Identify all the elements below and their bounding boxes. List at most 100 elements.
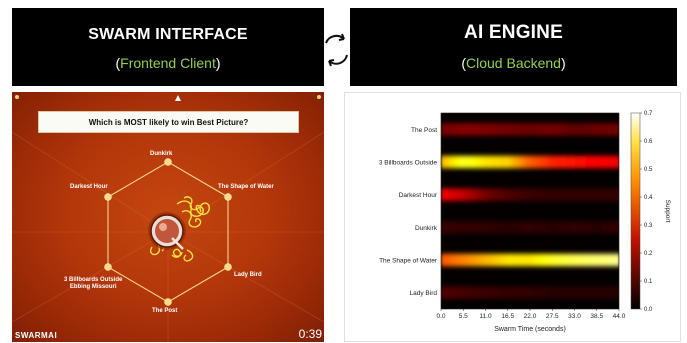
heatmap-cell [601, 188, 605, 201]
heatmap-cell [479, 188, 484, 201]
heatmap-cell [512, 221, 516, 234]
y-tick-label: 3 Billboards Outside [379, 160, 438, 167]
heatmap-cell [509, 221, 513, 234]
x-tick-label: 44.0 [613, 313, 626, 320]
heatmap-cell [604, 155, 608, 169]
node-lower-right [224, 263, 232, 271]
heatmap-cell [589, 253, 593, 267]
heatmap-cell [592, 123, 596, 136]
heatmap-cell [521, 155, 525, 169]
swarm-interface-screen: Which is MOST likely to win Best Picture… [12, 92, 324, 342]
heatmap-cell [503, 188, 507, 201]
colorbar-tick-label: 0.0 [644, 307, 653, 313]
ai-engine-header: AI ENGINE (Cloud Backend) [350, 8, 677, 86]
heatmap-cell [452, 123, 457, 136]
heatmap-cell [574, 155, 579, 169]
heatmap-cell [518, 123, 522, 136]
heatmap-cell [441, 188, 445, 201]
heatmap-cell [530, 286, 534, 299]
heatmap-cell [568, 221, 573, 234]
heatmap-cell [535, 286, 540, 299]
option-lower-right[interactable]: Lady Bird [234, 272, 262, 278]
heatmap-cell [604, 286, 608, 299]
heatmap-cell [577, 286, 582, 299]
heatmap-cell [556, 253, 561, 267]
heatmap-cell [583, 286, 587, 299]
heatmap-cell [446, 188, 451, 201]
option-bottom[interactable]: The Post [152, 308, 178, 314]
option-upper-left[interactable]: Darkest Hour [70, 184, 108, 190]
heatmap-cell [494, 221, 498, 234]
heatmap-cell [455, 123, 460, 136]
heatmap-cell [473, 286, 478, 299]
colorbar-tick-label: 0.2 [644, 251, 653, 257]
heatmap-cell [562, 221, 567, 234]
heatmap-cell [482, 253, 487, 267]
heatmap-cell [524, 221, 528, 234]
heatmap-cell [455, 253, 460, 267]
heatmap-cell [574, 123, 579, 136]
heatmap-cell [574, 188, 579, 201]
heatmap-cell [583, 221, 587, 234]
heatmap-cell [443, 253, 448, 267]
heatmap-cell [577, 221, 582, 234]
heatmap-cell [473, 155, 478, 169]
colorbar-tick-label: 0.7 [644, 111, 653, 117]
heatmap-cell [530, 253, 534, 267]
heatmap-cell [455, 155, 460, 169]
heatmap-cell [532, 286, 537, 299]
heatmap-cell [515, 253, 519, 267]
heatmap-cell [443, 123, 448, 136]
heatmap-cell [485, 155, 490, 169]
heatmap-cell [506, 123, 510, 136]
heatmap-cell [461, 253, 466, 267]
heatmap-cell [607, 253, 611, 267]
heatmap-cell [604, 221, 608, 234]
option-upper-right[interactable]: The Shape of Water [218, 184, 274, 190]
heatmap-cell [595, 155, 599, 169]
heatmap-cell [613, 188, 617, 201]
question-prompt: Which is MOST likely to win Best Picture… [38, 111, 299, 133]
heatmap-cell [482, 123, 487, 136]
heatmap-cell [506, 253, 510, 267]
heatmap-cell [494, 123, 498, 136]
heatmap-cell [491, 221, 495, 234]
heatmap-cell [443, 286, 448, 299]
heatmap-cell [589, 188, 593, 201]
heatmap-cell [544, 188, 549, 201]
heatmap-cell [613, 286, 617, 299]
heatmap-cell [550, 155, 555, 169]
heatmap-cell [610, 286, 614, 299]
heatmap-cell [601, 221, 605, 234]
heatmap-cell [610, 221, 614, 234]
heatmap-cell [586, 123, 590, 136]
heatmap-cell [616, 123, 619, 136]
puck-handle [171, 237, 184, 250]
ai-engine-title: AI ENGINE [464, 22, 563, 43]
option-top[interactable]: Dunkirk [150, 151, 173, 157]
heatmap-cell [506, 155, 510, 169]
heatmap-cell [494, 188, 498, 201]
heatmap-cell [455, 286, 460, 299]
y-tick-label: Dunkirk [415, 225, 438, 232]
heatmap-cell [512, 188, 516, 201]
heatmap-cell [503, 123, 507, 136]
heatmap-cell [455, 188, 460, 201]
heatmap-cell [449, 221, 454, 234]
heatmap-cell [485, 253, 490, 267]
heatmap-cell [571, 123, 576, 136]
heatmap-cell [524, 286, 528, 299]
heatmap-cell [509, 253, 513, 267]
heatmap-cell [613, 221, 617, 234]
heatmap-cell [547, 221, 552, 234]
corner-marker [15, 95, 19, 99]
heatmap-cell [544, 123, 549, 136]
heatmap-cell [559, 188, 564, 201]
ai-engine-panel: The Post 3 Billboards Outside Darkest Hour… [344, 92, 681, 342]
heatmap-cell [467, 286, 472, 299]
heatmap-cell [443, 221, 448, 234]
heatmap-cell [586, 155, 590, 169]
option-lower-left[interactable]: 3 Billboards Outside Ebbing Missouri [64, 277, 122, 291]
heatmap-cell [565, 188, 570, 201]
heatmap-cell [565, 123, 570, 136]
